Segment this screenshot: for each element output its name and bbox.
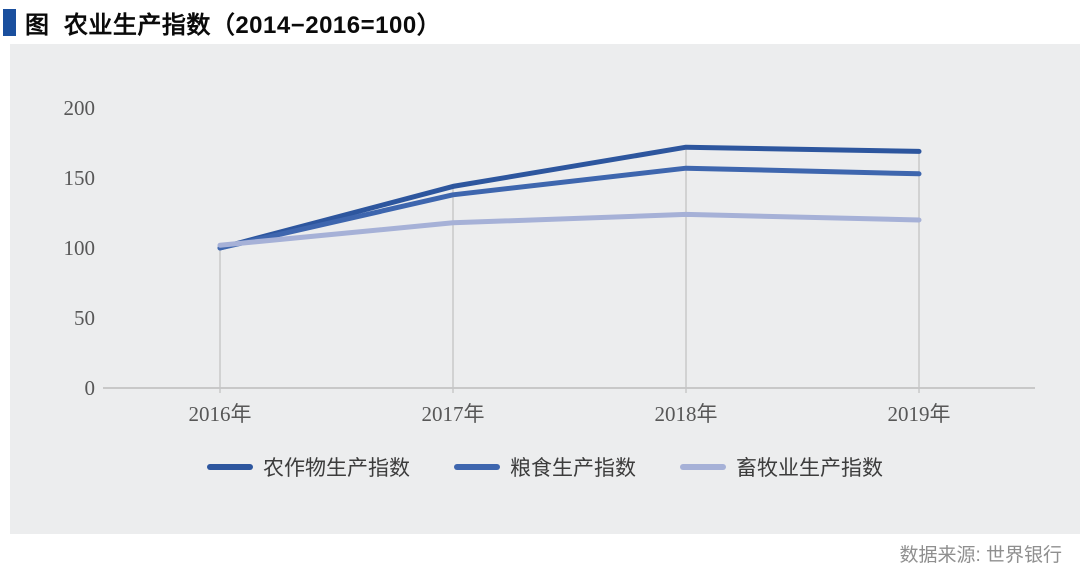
chart-canvas: 0 50 100 150 200 2016年 2017年 2018年 2019年 (64, 96, 1035, 426)
x-tick-label: 2016年 (189, 402, 252, 426)
grain-line-swatch (454, 464, 500, 470)
x-tick-label: 2019年 (888, 402, 951, 426)
series-line-畜牧业生产指数 (217, 211, 922, 248)
livestock-line-swatch (680, 464, 726, 470)
legend-label-grain: 粮食生产指数 (510, 456, 636, 480)
legend-item-grain: 粮食生产指数 (454, 452, 636, 482)
legend-label-livestock: 畜牧业生产指数 (736, 456, 883, 480)
legend-item-crops: 农作物生产指数 (207, 452, 410, 482)
x-tick-label: 2018年 (655, 402, 718, 426)
figure-header: 图 农业生产指数（2014−2016=100） (3, 5, 441, 40)
x-tick-label: 2017年 (422, 402, 485, 426)
series-line-农作物生产指数 (217, 144, 922, 251)
y-tick-label: 100 (64, 236, 96, 260)
data-source-note: 数据来源: 世界银行 (899, 545, 1062, 566)
series-line-粮食生产指数 (217, 165, 922, 251)
chart-panel: 0 50 100 150 200 2016年 2017年 2018年 2019年 农作物生产指数… (10, 44, 1080, 534)
y-tick-label: 0 (85, 376, 96, 400)
title-marker-bar (3, 9, 16, 36)
legend-item-livestock: 畜牧业生产指数 (680, 452, 883, 482)
legend-label-crops: 农作物生产指数 (263, 456, 410, 480)
y-tick-label: 200 (64, 96, 96, 120)
y-tick-label: 150 (64, 166, 96, 190)
y-tick-label: 50 (74, 306, 95, 330)
crops-line-swatch (207, 464, 253, 470)
page-title: 图 农业生产指数（2014−2016=100） (25, 12, 442, 39)
chart-legend: 农作物生产指数 粮食生产指数 畜牧业生产指数 (10, 452, 1080, 482)
